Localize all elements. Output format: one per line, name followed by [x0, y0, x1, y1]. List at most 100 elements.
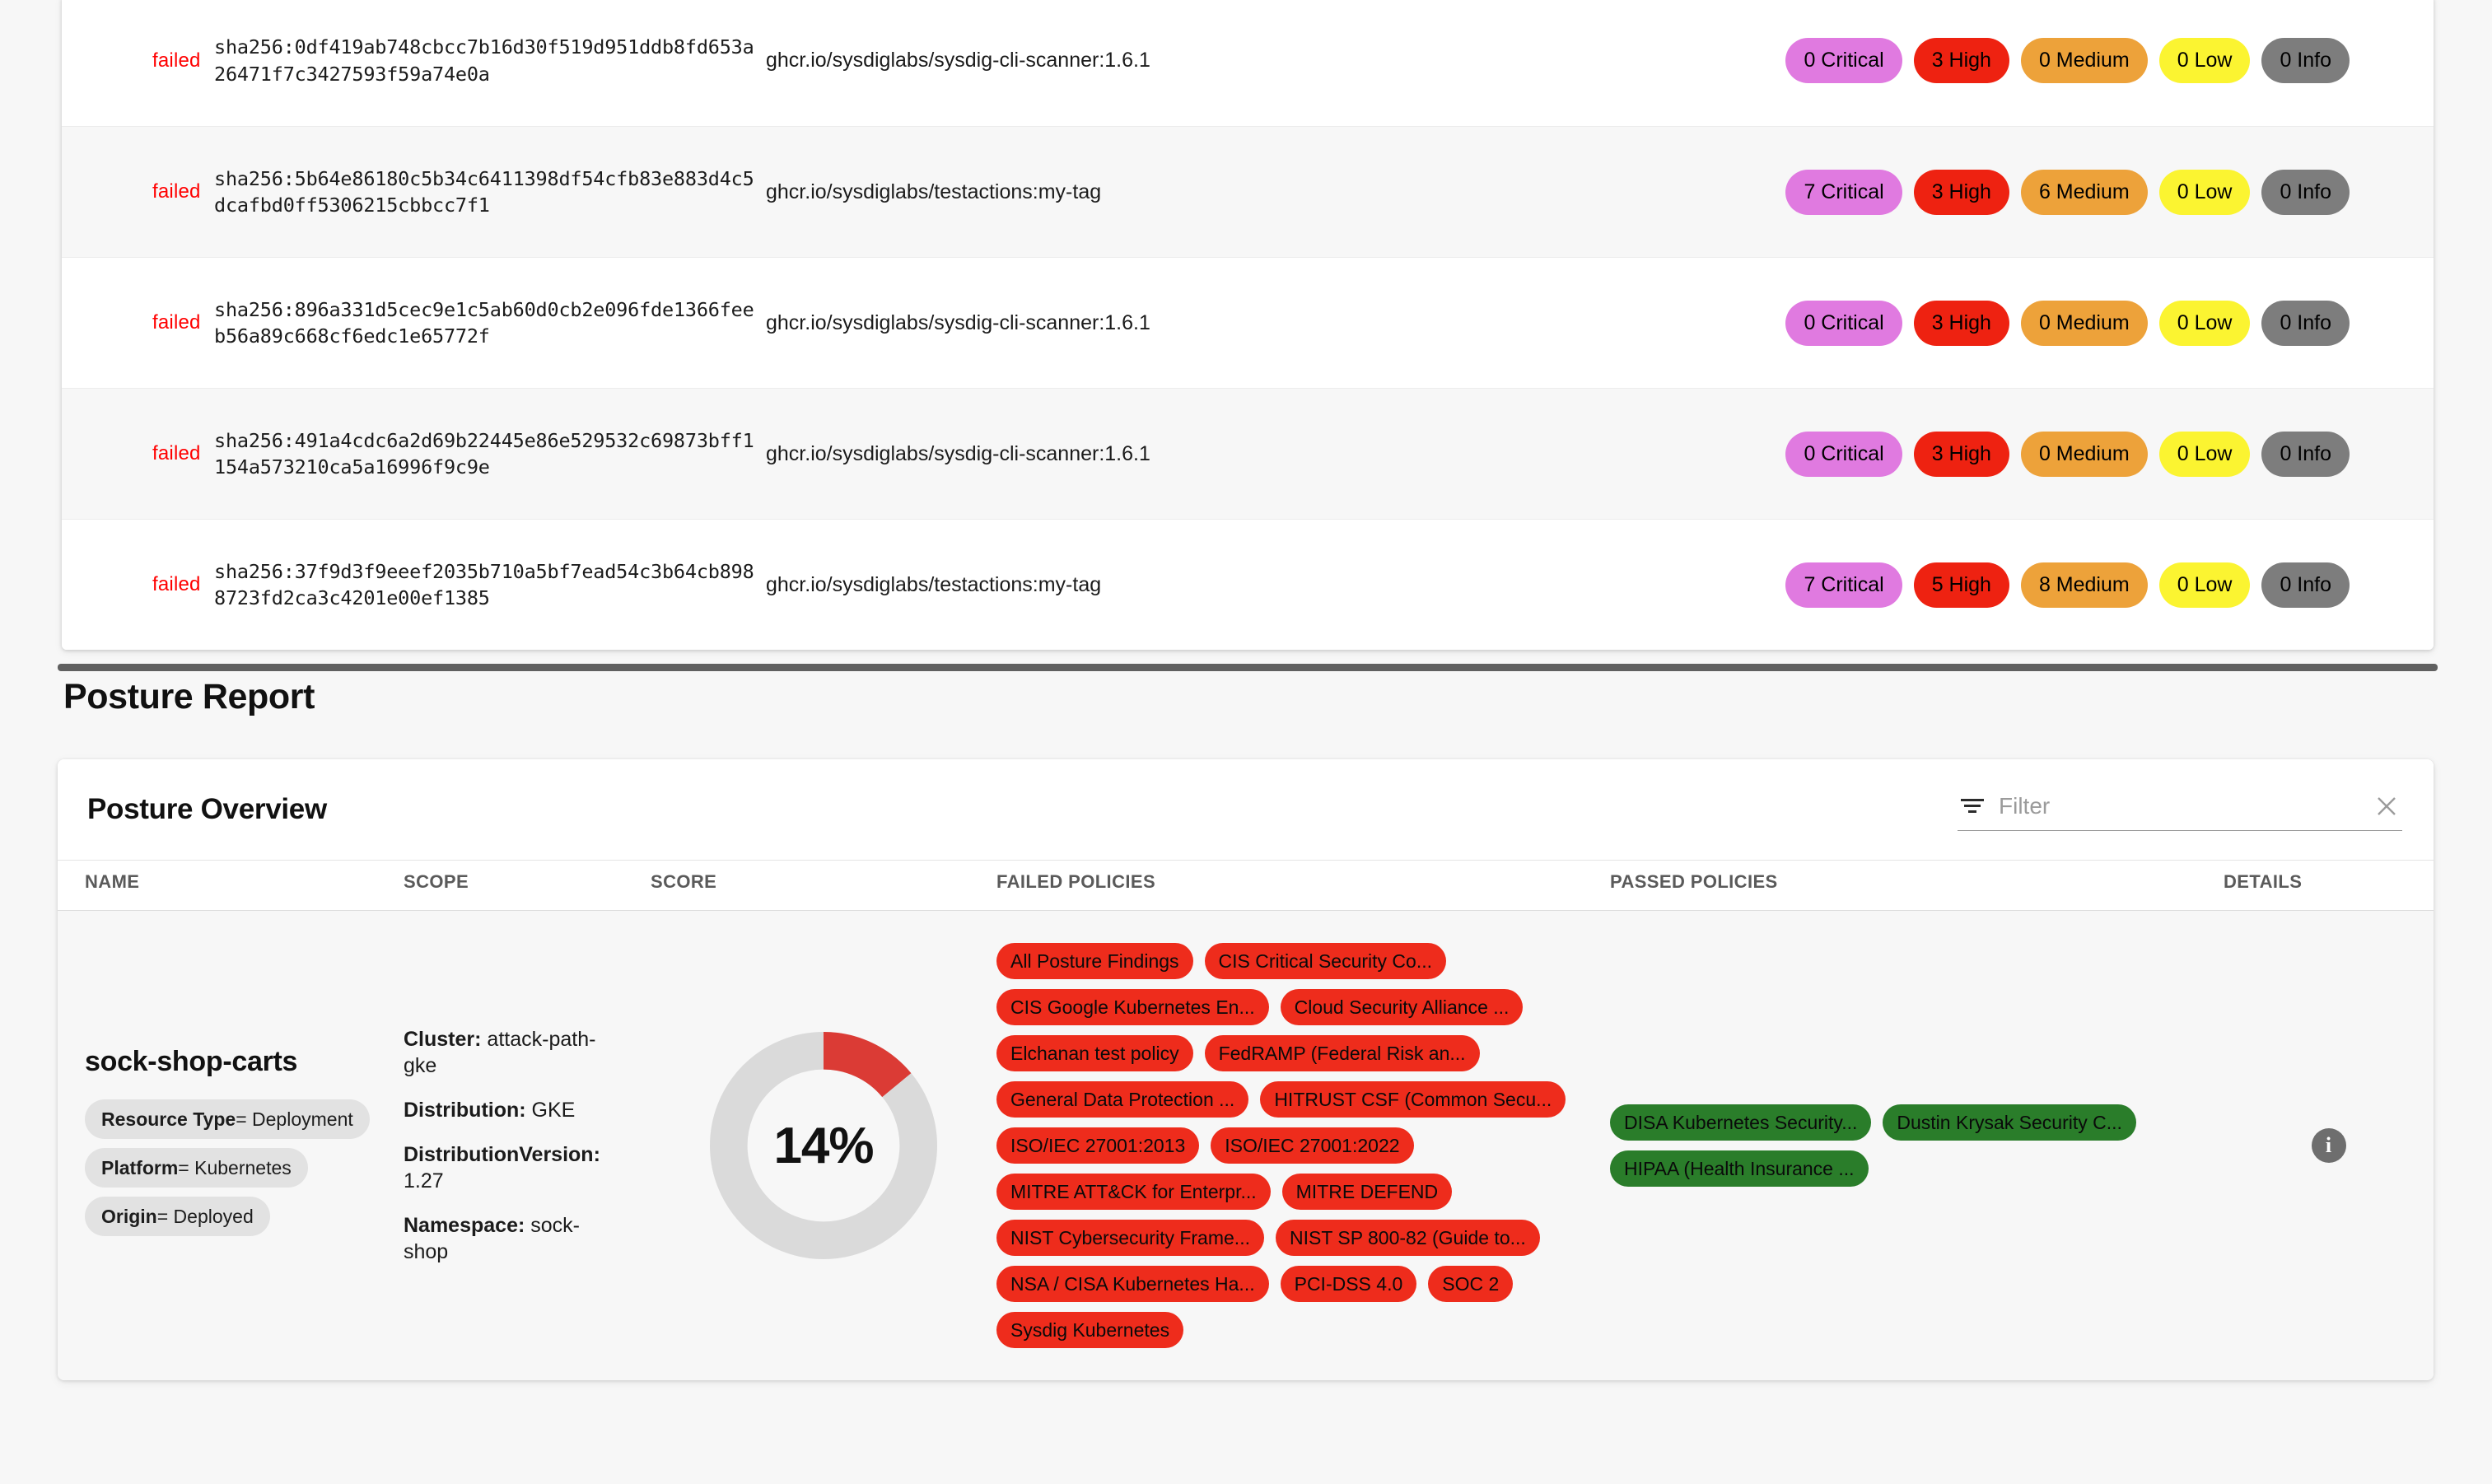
posture-report-title: Posture Report	[63, 677, 315, 716]
severity-badge-low: 0 Low	[2158, 562, 2251, 608]
image-name: ghcr.io/sysdiglabs/sysdig-cli-scanner:1.…	[766, 441, 1150, 465]
image-name: ghcr.io/sysdiglabs/sysdig-cli-scanner:1.…	[766, 49, 1150, 72]
severity-badge-critical: 7 Critical	[1785, 169, 1902, 215]
severity-badge-critical: 0 Critical	[1785, 431, 1902, 477]
severity-badge-medium: 8 Medium	[2020, 562, 2148, 608]
posture-overview-card: Posture Overview NAME SCOPE SCORE FAILED	[58, 759, 2434, 1380]
scope-cell: Cluster: attack-path-gke Distribution: GK…	[404, 911, 651, 1380]
severity-badges: 7 Critical 5 High 8 Medium 0 Low 0 Info	[1785, 562, 2434, 608]
resource-tag: Resource Type = Deployment	[85, 1099, 370, 1139]
severity-badge-low: 0 Low	[2158, 38, 2251, 83]
failed-policy-chip[interactable]: NIST Cybersecurity Frame...	[996, 1220, 1264, 1256]
failed-policy-chip[interactable]: NSA / CISA Kubernetes Ha...	[996, 1266, 1269, 1302]
image-digest: sha256:0df419ab748cbcc7b16d30f519d951ddb…	[214, 35, 754, 86]
image-digest: sha256:5b64e86180c5b34c6411398df54cfb83e…	[214, 166, 754, 217]
severity-badge-medium: 6 Medium	[2020, 169, 2148, 215]
severity-badge-high: 3 High	[1913, 300, 2009, 346]
failed-policy-chip[interactable]: All Posture Findings	[996, 943, 1193, 979]
severity-badges: 0 Critical 3 High 0 Medium 0 Low 0 Info	[1785, 431, 2434, 477]
scan-result-row[interactable]: failed sha256:5b64e86180c5b34c6411398df54…	[62, 126, 2434, 257]
close-icon[interactable]	[2374, 794, 2399, 819]
posture-overview-title: Posture Overview	[87, 793, 327, 825]
severity-badge-low: 0 Low	[2158, 431, 2251, 477]
filter-control[interactable]	[1958, 789, 2402, 831]
posture-table-header: NAME SCOPE SCORE FAILED POLICIES PASSED …	[58, 860, 2434, 911]
passed-policy-chip[interactable]: Dustin Krysak Security C...	[1883, 1104, 2136, 1141]
column-header-details: DETAILS	[2224, 871, 2303, 892]
severity-badge-critical: 0 Critical	[1785, 38, 1902, 83]
severity-badges: 0 Critical 3 High 0 Medium 0 Low 0 Info	[1785, 38, 2434, 83]
severity-badge-medium: 0 Medium	[2020, 431, 2148, 477]
passed-policies-cell: DISA Kubernetes Security... Dustin Krysak…	[1610, 911, 2224, 1380]
name-cell: sock-shop-carts Resource Type = Deployme…	[58, 911, 404, 1380]
scope-item: Namespace: sock-shop	[404, 1214, 580, 1263]
scan-status: failed	[152, 311, 201, 334]
passed-policy-chip[interactable]: DISA Kubernetes Security...	[1610, 1104, 1872, 1141]
failed-policies-cell: All Posture Findings CIS Critical Securit…	[996, 911, 1610, 1380]
info-icon[interactable]: i	[2311, 1128, 2346, 1163]
severity-badge-medium: 0 Medium	[2020, 300, 2148, 346]
severity-badge-low: 0 Low	[2158, 300, 2251, 346]
score-cell: 14%	[651, 911, 996, 1380]
scan-status: failed	[152, 442, 201, 464]
failed-policy-chip[interactable]: CIS Critical Security Co...	[1204, 943, 1446, 979]
column-header-failed-policies: FAILED POLICIES	[996, 871, 1156, 892]
failed-policy-chip[interactable]: MITRE DEFEND	[1281, 1174, 1453, 1210]
failed-policy-chip[interactable]: ISO/IEC 27001:2013	[996, 1127, 1200, 1164]
severity-badges: 7 Critical 3 High 6 Medium 0 Low 0 Info	[1785, 169, 2434, 215]
image-name: ghcr.io/sysdiglabs/testactions:my-tag	[766, 572, 1102, 596]
severity-badge-critical: 7 Critical	[1785, 562, 1902, 608]
scan-status: failed	[152, 573, 201, 595]
column-header-passed-policies: PASSED POLICIES	[1610, 871, 1778, 892]
severity-badge-info: 0 Info	[2261, 169, 2350, 215]
failed-policy-chip[interactable]: MITRE ATT&CK for Enterpr...	[996, 1174, 1271, 1210]
severity-badge-info: 0 Info	[2261, 431, 2350, 477]
severity-badge-medium: 0 Medium	[2020, 38, 2148, 83]
posture-card-header: Posture Overview	[58, 759, 2434, 860]
score-value: 14%	[773, 1117, 874, 1174]
scan-result-row[interactable]: failed sha256:491a4cdc6a2d69b22445e86e529…	[62, 388, 2434, 519]
resource-name: sock-shop-carts	[85, 1046, 298, 1077]
resource-tag: Origin = Deployed	[85, 1197, 270, 1236]
severity-badge-info: 0 Info	[2261, 38, 2350, 83]
image-name: ghcr.io/sysdiglabs/testactions:my-tag	[766, 180, 1102, 203]
failed-policy-chip[interactable]: Cloud Security Alliance ...	[1280, 989, 1524, 1025]
failed-policy-chip[interactable]: Sysdig Kubernetes	[996, 1312, 1184, 1348]
scan-result-row[interactable]: failed sha256:37f9d3f9eeef2035b710a5bf7ea…	[62, 519, 2434, 650]
scope-item: Cluster: attack-path-gke	[404, 1028, 596, 1077]
filter-icon	[1961, 797, 1984, 815]
column-header-score: SCORE	[651, 871, 717, 892]
severity-badge-critical: 0 Critical	[1785, 300, 1902, 346]
scan-result-row[interactable]: failed sha256:896a331d5cec9e1c5ab60d0cb2e…	[62, 257, 2434, 388]
failed-policy-chip[interactable]: HITRUST CSF (Common Secu...	[1260, 1081, 1566, 1118]
table-row[interactable]: sock-shop-carts Resource Type = Deployme…	[58, 911, 2434, 1380]
image-digest: sha256:37f9d3f9eeef2035b710a5bf7ead54c3b…	[214, 559, 754, 609]
column-header-scope: SCOPE	[404, 871, 469, 892]
failed-policy-chip[interactable]: SOC 2	[1428, 1266, 1514, 1302]
image-name: ghcr.io/sysdiglabs/sysdig-cli-scanner:1.…	[766, 310, 1150, 334]
scan-result-row[interactable]: failed sha256:0df419ab748cbcc7b16d30f519d…	[62, 0, 2434, 126]
scan-status: failed	[152, 49, 201, 72]
severity-badge-high: 3 High	[1913, 431, 2009, 477]
severity-badge-info: 0 Info	[2261, 300, 2350, 346]
image-digest: sha256:896a331d5cec9e1c5ab60d0cb2e096fde…	[214, 297, 754, 348]
failed-policy-chip[interactable]: Elchanan test policy	[996, 1035, 1193, 1071]
filter-input[interactable]	[1997, 791, 2361, 820]
scan-results-card: failed sha256:0df419ab748cbcc7b16d30f519d…	[62, 0, 2434, 650]
severity-badge-high: 3 High	[1913, 169, 2009, 215]
horizontal-scrollbar[interactable]	[58, 664, 2438, 671]
image-digest: sha256:491a4cdc6a2d69b22445e86e529532c69…	[214, 428, 754, 478]
failed-policy-chip[interactable]: General Data Protection ...	[996, 1081, 1249, 1118]
failed-policy-chip[interactable]: CIS Google Kubernetes En...	[996, 989, 1269, 1025]
failed-policy-chip[interactable]: NIST SP 800-82 (Guide to...	[1275, 1220, 1540, 1256]
passed-policy-chip[interactable]: HIPAA (Health Insurance ...	[1610, 1150, 1869, 1187]
scope-item: DistributionVersion: 1.27	[404, 1143, 600, 1192]
score-donut-chart: 14%	[705, 1027, 942, 1264]
failed-policy-chip[interactable]: FedRAMP (Federal Risk an...	[1204, 1035, 1480, 1071]
failed-policy-chip[interactable]: PCI-DSS 4.0	[1280, 1266, 1417, 1302]
resource-tag: Platform = Kubernetes	[85, 1148, 308, 1188]
severity-badge-high: 5 High	[1913, 562, 2009, 608]
failed-policy-chip[interactable]: ISO/IEC 27001:2022	[1211, 1127, 1414, 1164]
severity-badges: 0 Critical 3 High 0 Medium 0 Low 0 Info	[1785, 300, 2434, 346]
scan-status: failed	[152, 180, 201, 203]
